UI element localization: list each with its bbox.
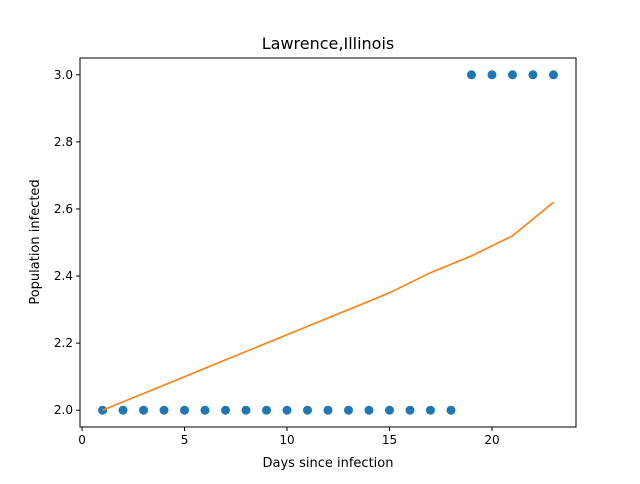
fit-line: [102, 201, 555, 411]
scatter-point: [364, 405, 374, 415]
scatter-point: [180, 405, 190, 415]
y-tick-label: 2.6: [54, 202, 73, 216]
y-axis: 2.0 2.2 2.4 2.6 2.8 3.0: [54, 68, 80, 417]
scatter-point: [323, 405, 333, 415]
scatter-point: [405, 405, 415, 415]
x-tick-label: 5: [181, 433, 189, 447]
scatter-point: [446, 405, 456, 415]
x-axis: 0 5 10 15 20: [78, 427, 500, 447]
scatter-point: [548, 70, 558, 80]
y-tick-label: 2.8: [54, 135, 73, 149]
x-axis-label: Days since infection: [263, 456, 394, 471]
plot-area: [79, 57, 577, 428]
y-axis-label: Population infected: [28, 179, 43, 304]
chart-title: Lawrence,Illinois: [262, 34, 395, 53]
x-tick-label: 0: [78, 433, 86, 447]
scatter-point: [139, 405, 149, 415]
x-tick-label: 20: [484, 433, 499, 447]
scatter-point: [221, 405, 231, 415]
y-tick-label: 2.0: [54, 403, 73, 417]
scatter-point: [425, 405, 435, 415]
scatter-point: [159, 405, 169, 415]
x-tick-label: 15: [382, 433, 397, 447]
scatter-point: [528, 70, 538, 80]
scatter-point: [118, 405, 128, 415]
y-tick-label: 2.2: [54, 336, 73, 350]
scatter-point: [507, 70, 517, 80]
x-tick-label: 10: [279, 433, 294, 447]
plot-frame: [79, 57, 577, 428]
scatter-point: [343, 405, 353, 415]
y-tick-label: 3.0: [54, 68, 73, 82]
scatter-point: [466, 70, 476, 80]
scatter-point: [487, 70, 497, 80]
scatter-point: [282, 405, 292, 415]
scatter-point: [303, 405, 313, 415]
scatter-point: [200, 405, 210, 415]
series-layer: [98, 70, 558, 415]
scatter-point: [384, 405, 394, 415]
y-tick-label: 2.4: [54, 269, 73, 283]
scatter-point: [262, 405, 272, 415]
scatter-point: [241, 405, 251, 415]
